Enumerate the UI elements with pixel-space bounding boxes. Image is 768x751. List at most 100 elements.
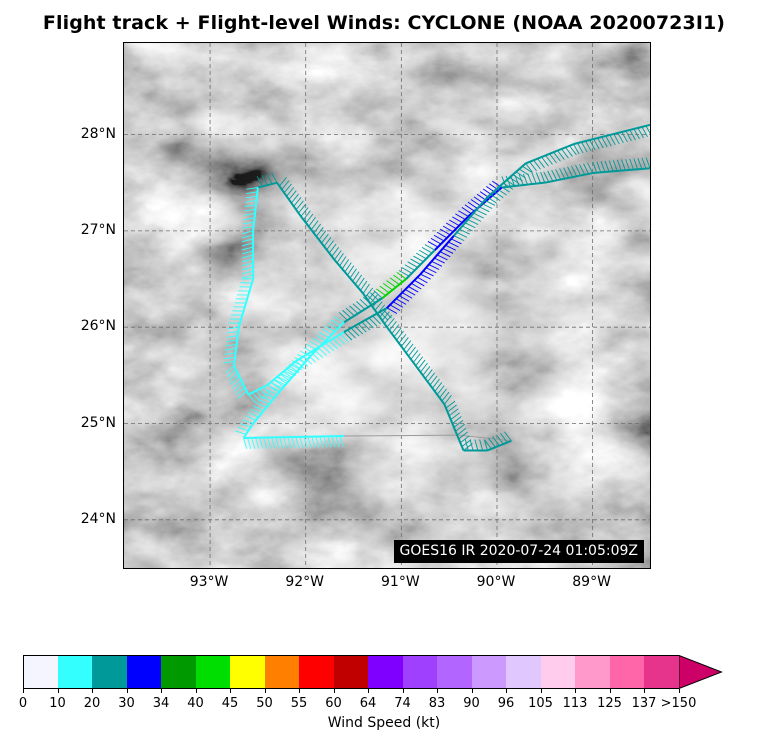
image-timestamp: GOES16 IR 2020-07-24 01:05:09Z [393, 540, 644, 563]
colorbar-tick-mark [678, 689, 680, 693]
colorbar-tick-mark [57, 689, 59, 693]
wind-barb [241, 270, 254, 275]
wind-barb [350, 327, 360, 337]
wind-barb [241, 230, 254, 235]
wind-barb [307, 436, 312, 448]
wind-barb [432, 378, 440, 389]
wind-barb [449, 219, 460, 226]
wind-barb [237, 426, 249, 432]
wind-barb [625, 159, 630, 171]
wind-barb [537, 158, 545, 168]
wind-barb [549, 153, 557, 164]
wind-barb [483, 439, 488, 451]
colorbar-tick-mark [471, 689, 473, 693]
wind-barb [386, 280, 397, 288]
wind-barb [452, 216, 463, 223]
wind-barb [258, 399, 270, 405]
flight-track-segment [333, 259, 364, 295]
wind-barb [540, 171, 546, 183]
colorbar-tick-label: 83 [428, 696, 446, 711]
wind-barb [460, 435, 470, 444]
flight-track-segment [243, 435, 344, 439]
wind-barb [360, 280, 368, 291]
wind-barb [437, 254, 448, 261]
wind-barb [424, 369, 433, 379]
wind-barb [311, 436, 316, 448]
wind-barb [500, 433, 508, 443]
wind-barb [420, 362, 428, 373]
wind-barb [293, 197, 302, 207]
wind-barb [226, 335, 238, 338]
wind-barb [613, 133, 620, 145]
wind-barb [347, 265, 355, 276]
wind-barb [462, 225, 473, 232]
wind-barb [283, 437, 288, 449]
wind-barb [271, 172, 278, 183]
wind-barb [291, 436, 296, 449]
wind-barb [316, 227, 324, 237]
wind-barb [374, 301, 383, 311]
wind-barb [279, 176, 287, 187]
wind-barb [459, 228, 470, 235]
wind-barb [403, 340, 412, 350]
wind-barb [484, 439, 492, 450]
wind-barb [645, 125, 650, 134]
wind-barb [349, 305, 359, 314]
wind-barb [428, 264, 440, 270]
wind-barb [359, 298, 369, 308]
wind-barb [413, 255, 424, 263]
colorbar-segment [471, 655, 506, 689]
wind-barb [427, 241, 439, 248]
colorbar-tick-mark [540, 689, 542, 693]
wind-barb [234, 430, 247, 435]
wind-barb [326, 240, 334, 251]
wind-barb [339, 333, 349, 343]
wind-barb [439, 251, 451, 258]
wind-barb [379, 311, 389, 321]
wind-barb [391, 324, 400, 334]
colorbar-segment [92, 655, 127, 689]
wind-barb [442, 248, 454, 254]
wind-barb [280, 373, 292, 379]
wind-barb [334, 250, 342, 261]
wind-barb [244, 204, 257, 208]
wind-barb [396, 330, 404, 341]
colorbar-tick-mark [368, 689, 369, 693]
wind-barb [629, 158, 635, 170]
wind-barb [361, 321, 371, 331]
wind-barb [323, 436, 328, 448]
colorbar-segment [195, 655, 230, 689]
wind-barb [637, 127, 644, 139]
wind-barb [286, 368, 297, 376]
wind-barb [275, 437, 280, 449]
wind-speed-colorbar [23, 655, 723, 689]
colorbar-tick-label: 113 [562, 696, 588, 711]
wind-barb [303, 356, 313, 365]
wind-barb [616, 159, 622, 171]
wind-barb [327, 322, 339, 329]
wind-barb [617, 132, 624, 144]
colorbar-segment [264, 655, 299, 689]
wind-barb [551, 169, 558, 181]
wind-barb [241, 242, 254, 247]
wind-barb [629, 129, 636, 141]
wind-barb [303, 210, 311, 221]
wind-barb [493, 191, 504, 199]
wind-barb [405, 289, 416, 296]
wind-barb [336, 336, 346, 345]
wind-barb [519, 168, 530, 176]
colorbar-tick-mark [161, 689, 162, 693]
wind-barb [386, 307, 398, 314]
wind-barb [433, 234, 445, 242]
wind-barb [267, 437, 272, 449]
colorbar-segment [506, 655, 541, 689]
wind-barb [253, 405, 264, 412]
colorbar-tick-label: 60 [325, 696, 342, 711]
wind-barb [227, 326, 239, 330]
latitude-label: 26°N [80, 318, 116, 335]
chart-title: Flight track + Flight-level Winds: CYCLO… [42, 12, 726, 34]
wind-barb [577, 142, 584, 154]
wind-barb [408, 346, 416, 357]
wind-barb [547, 170, 554, 182]
wind-barb [246, 191, 258, 195]
